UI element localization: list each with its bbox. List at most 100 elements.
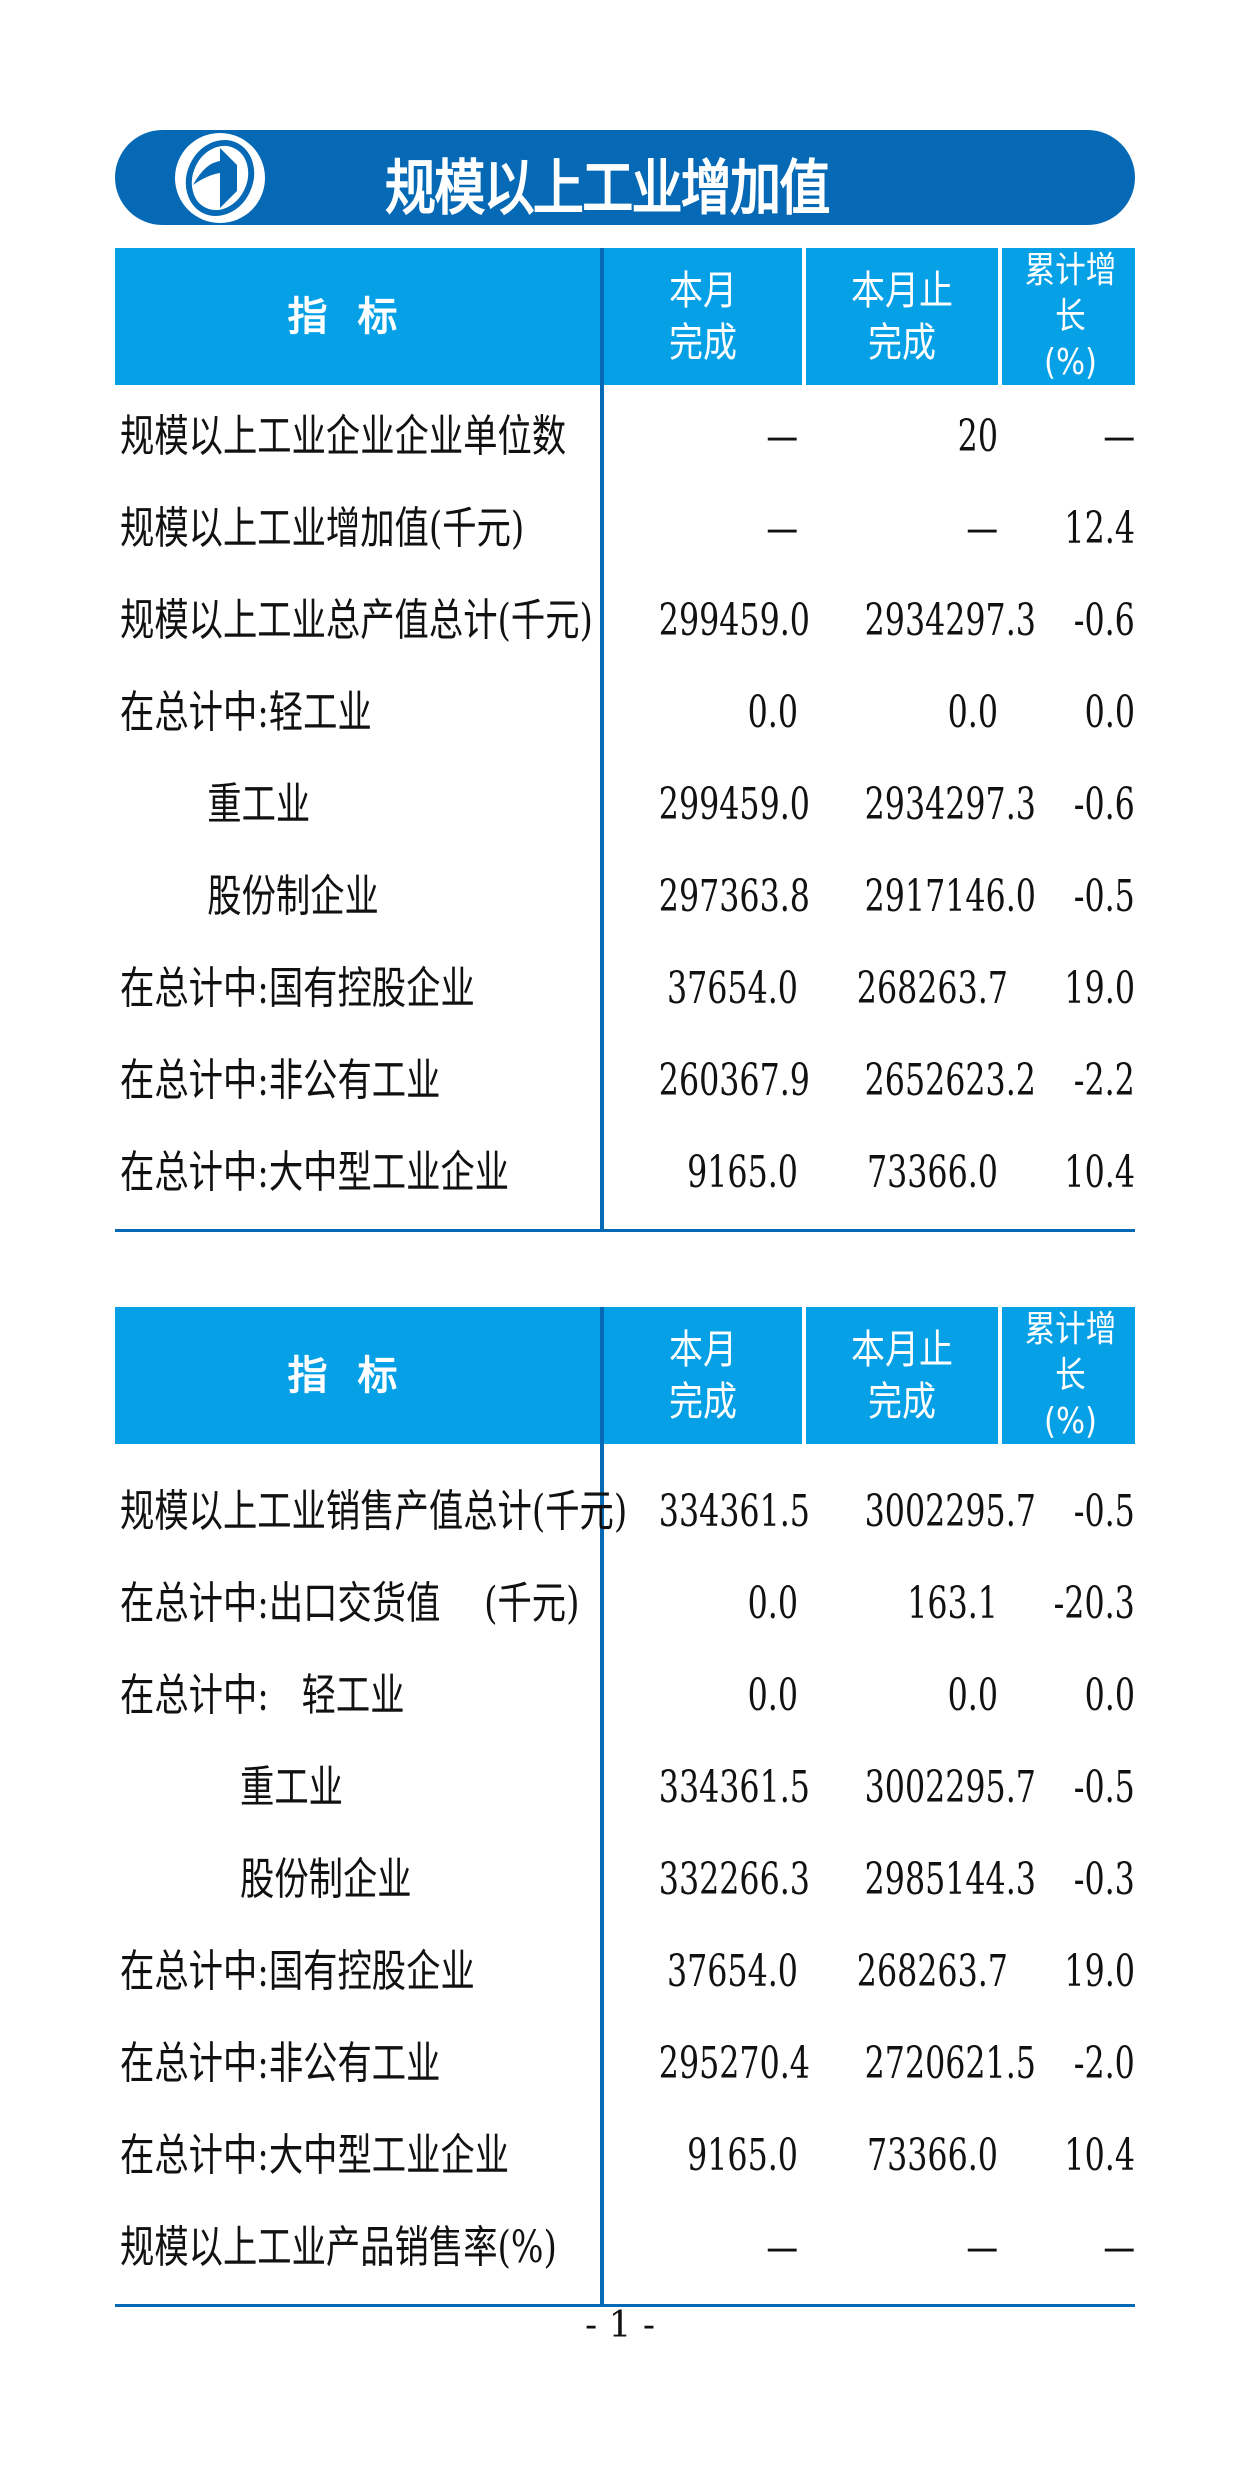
ytd-value: 2917146.0 [864, 871, 1036, 922]
header-indicator: 指标 [287, 1352, 428, 1399]
table-row: 在总计中:国有控股企业 37654.0 268263.7 19.0 [115, 943, 1135, 1035]
ytd-value: 73366.0 [866, 2130, 998, 2181]
header-growth: 累计增长 (%) [998, 1307, 1139, 1444]
row-label: 在总计中:非公有工业 [120, 2038, 441, 2089]
month-value: 334361.5 [658, 1486, 810, 1537]
table-row: 规模以上工业总产值总计(千元) 299459.0 2934297.3 -0.6 [115, 575, 1135, 667]
row-label: 规模以上工业销售产值总计(千元) [120, 1486, 628, 1537]
table-header: 指标 本月 完成 本月止 完成 累计增长 (%) [115, 1307, 1135, 1444]
growth-value: 10.4 [1064, 1147, 1135, 1198]
month-value: 37654.0 [666, 1946, 798, 1997]
table-row: 规模以上工业增加值(千元) — — 12.4 [115, 483, 1135, 575]
table-industrial-sales: 指标 本月 完成 本月止 完成 累计增长 (%) 规模以上工业销售产值总计(千元) 334… [115, 1307, 1135, 2307]
table-row: 在总计中: 轻工业 0.0 0.0 0.0 [115, 1650, 1135, 1742]
row-label: 股份制企业 [120, 1854, 412, 1905]
header-indicator: 指标 [287, 293, 428, 340]
row-label: 重工业 [120, 1762, 343, 1813]
page-number: - 1 - [584, 2305, 656, 2346]
page-title: 规模以上工业增加值 [385, 154, 830, 224]
month-value: 260367.9 [658, 1055, 810, 1106]
table-row: 在总计中:非公有工业 260367.9 2652623.2 -2.2 [115, 1035, 1135, 1127]
ytd-value: 2652623.2 [864, 1055, 1036, 1106]
header-month: 本月 完成 [600, 1307, 802, 1444]
row-label: 在总计中:非公有工业 [120, 1055, 441, 1106]
growth-value: -0.3 [1073, 1854, 1135, 1905]
row-label: 规模以上工业增加值(千元) [120, 503, 525, 554]
growth-value: 19.0 [1064, 1946, 1135, 1997]
ytd-value: — [966, 503, 998, 554]
row-label: 规模以上工业企业企业单位数 [120, 411, 567, 462]
month-value: 297363.8 [658, 871, 810, 922]
month-value: 9165.0 [687, 1147, 798, 1198]
row-label: 在总计中:轻工业 [120, 687, 372, 738]
growth-value: — [1103, 2222, 1135, 2273]
month-value: — [766, 503, 798, 554]
row-label: 在总计中: 轻工业 [120, 1670, 405, 1721]
growth-value: 0.0 [1084, 687, 1135, 738]
ytd-value: 2934297.3 [864, 779, 1036, 830]
table-row: 在总计中:非公有工业 295270.4 2720621.5 -2.0 [115, 2018, 1135, 2110]
growth-value: -0.5 [1073, 1762, 1135, 1813]
month-value: — [766, 411, 798, 462]
table-header: 指标 本月 完成 本月止 完成 累计增长 (%) [115, 248, 1135, 385]
row-label: 在总计中:大中型工业企业 [120, 2130, 510, 2181]
month-value: 0.0 [747, 1670, 798, 1721]
month-value: 332266.3 [658, 1854, 810, 1905]
ytd-value: 73366.0 [866, 1147, 998, 1198]
growth-value: 12.4 [1064, 503, 1135, 554]
month-value: 0.0 [747, 1578, 798, 1629]
growth-value: -0.5 [1073, 1486, 1135, 1537]
ytd-value: 2934297.3 [864, 595, 1036, 646]
growth-value: 0.0 [1084, 1670, 1135, 1721]
ytd-value: 2985144.3 [864, 1854, 1036, 1905]
ytd-value: 163.1 [907, 1578, 998, 1629]
ytd-value: 268263.7 [856, 1946, 1008, 1997]
ytd-value: 3002295.7 [864, 1486, 1036, 1537]
ytd-value: — [966, 2222, 998, 2273]
statistics-logo-icon [175, 133, 265, 223]
table-body: 规模以上工业销售产值总计(千元) 334361.5 3002295.7 -0.5 在总计… [115, 1444, 1135, 2307]
row-label: 股份制企业 [120, 871, 379, 922]
growth-value: -20.3 [1053, 1578, 1135, 1629]
ytd-value: 268263.7 [856, 963, 1008, 1014]
title-banner: 规模以上工业增加值 [115, 130, 1135, 225]
table-body: 规模以上工业企业企业单位数 —20— 规模以上工业增加值(千元) — —12.4 规模以上… [115, 385, 1135, 1232]
table-row: 在总计中:国有控股企业 37654.0 268263.7 19.0 [115, 1926, 1135, 2018]
row-label: 重工业 [120, 779, 311, 830]
table-row: 重工业 334361.5 3002295.7 -0.5 [115, 1742, 1135, 1834]
row-label: 在总计中:出口交货值 (千元) [120, 1578, 580, 1629]
table-row: 在总计中:轻工业 0.0 0.0 0.0 [115, 667, 1135, 759]
month-value: 299459.0 [658, 779, 810, 830]
growth-value: 10.4 [1064, 2130, 1135, 2181]
growth-value: — [1103, 411, 1135, 462]
row-label: 在总计中:大中型工业企业 [120, 1147, 510, 1198]
growth-value: -0.6 [1073, 779, 1135, 830]
table-row: 股份制企业 332266.3 2985144.3 -0.3 [115, 1834, 1135, 1926]
column-divider [600, 1444, 604, 2304]
month-value: 299459.0 [658, 595, 810, 646]
table-row: 在总计中:大中型工业企业 9165.0 73366.0 10.4 [115, 1127, 1135, 1219]
table-industrial-output: 指标 本月 完成 本月止 完成 累计增长 (%) 规模以上工业企业企业单位数 —20— 规模… [115, 248, 1135, 1232]
table-row: 重工业 299459.0 2934297.3 -0.6 [115, 759, 1135, 851]
table-row: 规模以上工业企业企业单位数 — 20 — [115, 391, 1135, 483]
header-month: 本月 完成 [600, 248, 802, 385]
growth-value: -2.2 [1073, 1055, 1135, 1106]
table-row: 股份制企业 297363.8 2917146.0 -0.5 [115, 851, 1135, 943]
ytd-value: 20 [957, 411, 998, 462]
ytd-value: 0.0 [947, 1670, 998, 1721]
ytd-value: 2720621.5 [864, 2038, 1036, 2089]
table-row: 规模以上工业产品销售率(%) — — — [115, 2202, 1135, 2294]
header-ytd: 本月止 完成 [802, 248, 998, 385]
table-row: 规模以上工业销售产值总计(千元) 334361.5 3002295.7 -0.5 [115, 1466, 1135, 1558]
table-row: 在总计中:大中型工业企业 9165.0 73366.0 10.4 [115, 2110, 1135, 2202]
month-value: 37654.0 [666, 963, 798, 1014]
growth-value: -2.0 [1073, 2038, 1135, 2089]
month-value: 0.0 [747, 687, 798, 738]
month-value: 295270.4 [658, 2038, 810, 2089]
growth-value: -0.5 [1073, 871, 1135, 922]
table-row: 在总计中:出口交货值 (千元) 0.0 163.1 -20.3 [115, 1558, 1135, 1650]
header-ytd: 本月止 完成 [802, 1307, 998, 1444]
row-label: 规模以上工业产品销售率(%) [120, 2222, 557, 2273]
row-label: 在总计中:国有控股企业 [120, 1946, 475, 1997]
growth-value: 19.0 [1064, 963, 1135, 1014]
